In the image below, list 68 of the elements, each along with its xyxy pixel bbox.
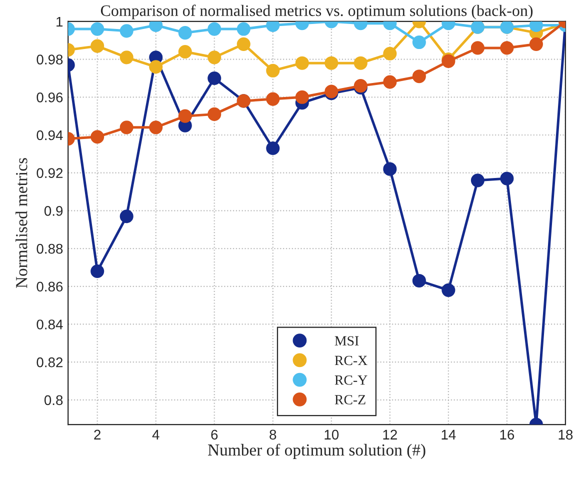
y-tick-label: 0.82 (36, 357, 63, 368)
y-tick-label: 0.88 (36, 244, 63, 254)
chart-title: Comparison of normalised metrics vs. optimum solutions (back-on) (100, 4, 533, 20)
point (266, 141, 280, 156)
point (295, 90, 309, 104)
point (412, 274, 426, 288)
y-tick-label: 1 (56, 16, 63, 26)
point (266, 21, 280, 32)
point (208, 71, 222, 86)
point (383, 75, 397, 89)
point (149, 21, 163, 32)
x-tick-label: 16 (500, 430, 514, 440)
point (120, 120, 134, 134)
point (178, 26, 192, 40)
point (383, 46, 397, 60)
point (90, 130, 104, 144)
x-tick-label: 2 (94, 430, 101, 440)
y-tick-label: 0.98 (36, 54, 63, 64)
point (442, 283, 456, 297)
point (149, 120, 163, 134)
point (412, 36, 426, 50)
x-tick-label: 12 (383, 430, 397, 440)
point (178, 109, 192, 123)
y-tick-label: 0.92 (36, 168, 63, 178)
point (120, 24, 134, 38)
point (324, 56, 338, 70)
point (236, 22, 250, 36)
point (178, 44, 192, 59)
point (90, 264, 104, 278)
point (236, 37, 250, 51)
legend-label: RC-Z (334, 395, 366, 404)
y-tick-label: 0.86 (36, 282, 63, 292)
x-tick-label: 4 (152, 430, 160, 440)
x-tick-label: 14 (442, 430, 456, 440)
y-tick-label: 0.84 (36, 320, 63, 330)
point (120, 210, 134, 224)
point (412, 70, 426, 84)
point (470, 174, 484, 188)
point (90, 39, 104, 53)
point (208, 107, 222, 121)
x-tick-label: 8 (270, 430, 276, 440)
point (90, 22, 104, 36)
x-tick-label: 6 (211, 430, 218, 440)
point (295, 56, 309, 70)
y-tick-label: 0.8 (44, 395, 63, 406)
point (266, 64, 280, 78)
x-axis-title: Number of optimum solution (#) (208, 444, 426, 460)
point (208, 22, 222, 36)
point (529, 21, 543, 32)
y-tick-label: 0.9 (44, 206, 63, 216)
point (500, 41, 514, 55)
legend-label: RC-Y (334, 375, 368, 385)
point (120, 50, 134, 64)
y-tick-label: 0.94 (36, 130, 63, 140)
x-tick-label: 18 (558, 430, 573, 440)
point (470, 41, 484, 55)
y-axis-title: Normalised metrics (16, 158, 28, 288)
x-tick-label: 10 (324, 430, 339, 440)
point (266, 92, 280, 106)
point (149, 60, 163, 74)
point (354, 56, 368, 70)
point (500, 172, 514, 186)
point (383, 162, 397, 176)
y-tick-label: 0.96 (36, 92, 63, 102)
legend-label: MSI (334, 336, 359, 346)
point (529, 37, 543, 51)
point (208, 50, 222, 64)
legend-label: RC-X (334, 356, 368, 366)
